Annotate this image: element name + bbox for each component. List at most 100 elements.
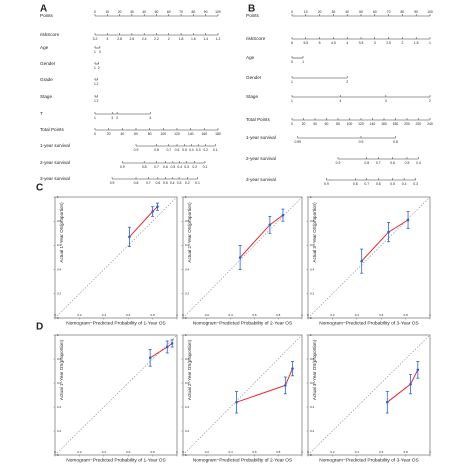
scale-tick-label: 60	[167, 10, 171, 14]
scale-tick-label: 30	[332, 10, 336, 14]
y-tick-label: 0.8	[310, 219, 315, 223]
row-label: Total Points	[246, 117, 270, 122]
scale-tick-label: 1.4	[203, 37, 208, 41]
y-tick-label: 0.2	[310, 292, 315, 296]
scale-tick-label: 180	[393, 122, 399, 126]
x-axis-label: Nomogram−Predicted Probability of 1-Year…	[66, 457, 165, 463]
scale-tick-label: 140	[188, 132, 194, 136]
data-point	[148, 356, 152, 360]
scale-tick-label: 0.7	[364, 182, 369, 186]
y-tick-label: 0.6	[310, 381, 315, 385]
x-tick-label: 0.2	[330, 450, 335, 454]
x-axis-label: Nomogram−Predicted Probability of 1-Year…	[66, 320, 165, 326]
scale-tick-label: 0.1	[195, 181, 200, 185]
scale-tick-label: 1	[429, 41, 431, 45]
scale-tick-label: 2.6	[130, 37, 135, 41]
scale-tick-label: 0.7	[376, 161, 381, 165]
scale-tick-label: 5	[319, 41, 321, 45]
x-axis-label: Nomogram−Predicted Probability of 2-Year…	[193, 320, 292, 326]
scale-tick-label: 0.1	[213, 148, 218, 152]
scale-tick-label: 0.4	[402, 182, 407, 186]
scale-tick-label: 0.4	[189, 148, 194, 152]
x-tick-label: 0.4	[229, 450, 234, 454]
row-label: Points	[40, 13, 53, 18]
data-point	[409, 382, 412, 386]
y-tick-label: 1	[185, 195, 187, 199]
x-tick-label: 1	[176, 450, 178, 454]
scale-tick-label: 0.8	[134, 181, 139, 185]
scale-tick-label: 1.8	[179, 37, 184, 41]
x-tick-label: 0.4	[355, 450, 360, 454]
x-tick-label: 0	[182, 313, 184, 317]
scale-tick-label: 50	[155, 10, 159, 14]
scale-tick-label: 140	[370, 122, 376, 126]
data-point	[156, 205, 159, 208]
scale-tick-label: 1	[291, 80, 293, 84]
scale-tick-label: 200	[404, 122, 410, 126]
y-tick-label: 0.6	[57, 243, 62, 247]
calibration-line	[386, 369, 419, 403]
scale-tick-label: 0.2	[192, 165, 197, 169]
y-tick-label: 1	[310, 195, 312, 199]
y-tick-label: 0.6	[310, 243, 315, 247]
scale-tick-label: 100	[160, 132, 166, 136]
plot-frame	[54, 196, 178, 319]
scale-tick-label: 0.5	[390, 182, 395, 186]
scale-tick-label: 70	[387, 10, 391, 14]
data-point	[165, 345, 169, 349]
x-tick-label: 0.8	[276, 450, 281, 454]
scale-tick-label: 180	[215, 132, 221, 136]
scale-tick-label: 4	[339, 99, 341, 103]
data-point	[416, 368, 420, 372]
scale-tick-label: 1	[94, 82, 96, 86]
scale-tick-label: 0.2	[203, 148, 208, 152]
x-tick-label: 1	[301, 450, 303, 454]
x-tick-label: 0.8	[151, 313, 156, 317]
scale-tick-label: 0.5	[182, 148, 187, 152]
y-tick-label: 0	[57, 453, 59, 457]
scale-tick-label: 220	[416, 122, 422, 126]
x-tick-label: 0.2	[330, 313, 335, 317]
data-point	[386, 400, 389, 404]
y-tick-label: 0.2	[57, 429, 62, 433]
scale-tick-label: 0.9	[134, 148, 139, 152]
scale-tick-label: 80	[336, 122, 340, 126]
y-tick-label: 0	[185, 316, 187, 320]
scale-tick-label: 100	[215, 10, 221, 14]
scale-tick-label: 100	[427, 10, 433, 14]
calibration-line	[239, 214, 284, 258]
scale-tick-label: 30	[130, 10, 134, 14]
scale-tick-label: 4.5	[331, 41, 336, 45]
scale-tick-label: 2	[97, 82, 99, 86]
scale-tick-label: 2.5	[386, 41, 391, 45]
scale-tick-label: 40	[142, 10, 146, 14]
plot-frame	[182, 196, 303, 319]
data-point	[291, 367, 294, 370]
scale-tick-label: 1	[94, 50, 96, 54]
scale-tick-label: 60	[134, 132, 138, 136]
x-tick-label: 1	[429, 313, 431, 317]
reference-line	[54, 196, 178, 319]
scale-tick-label: 1.6	[191, 37, 196, 41]
scale-tick-label: 1.5	[414, 41, 419, 45]
row-label: Stage	[40, 94, 52, 99]
scale-tick-label: 3.5	[359, 41, 364, 45]
scale-tick-label: 2	[97, 99, 99, 103]
x-tick-label: 1	[301, 313, 303, 317]
scale-tick-label: 2	[168, 37, 170, 41]
data-point	[387, 230, 390, 234]
plot-frame	[182, 334, 303, 456]
scale-tick-label: 0	[291, 60, 293, 64]
data-point	[406, 218, 410, 222]
x-tick-label: 0.6	[379, 450, 384, 454]
scale-tick-label: 50	[359, 10, 363, 14]
scale-tick-label: 0.99	[294, 140, 301, 144]
x-tick-label: 0.6	[126, 313, 131, 317]
y-tick-label: 0.2	[185, 429, 190, 433]
row-label: 2-year survival	[40, 160, 70, 165]
panel-letter: A	[40, 4, 47, 15]
scale-tick-label: 0.4	[177, 165, 182, 169]
data-point	[360, 259, 363, 263]
scale-tick-label: 2	[346, 80, 348, 84]
